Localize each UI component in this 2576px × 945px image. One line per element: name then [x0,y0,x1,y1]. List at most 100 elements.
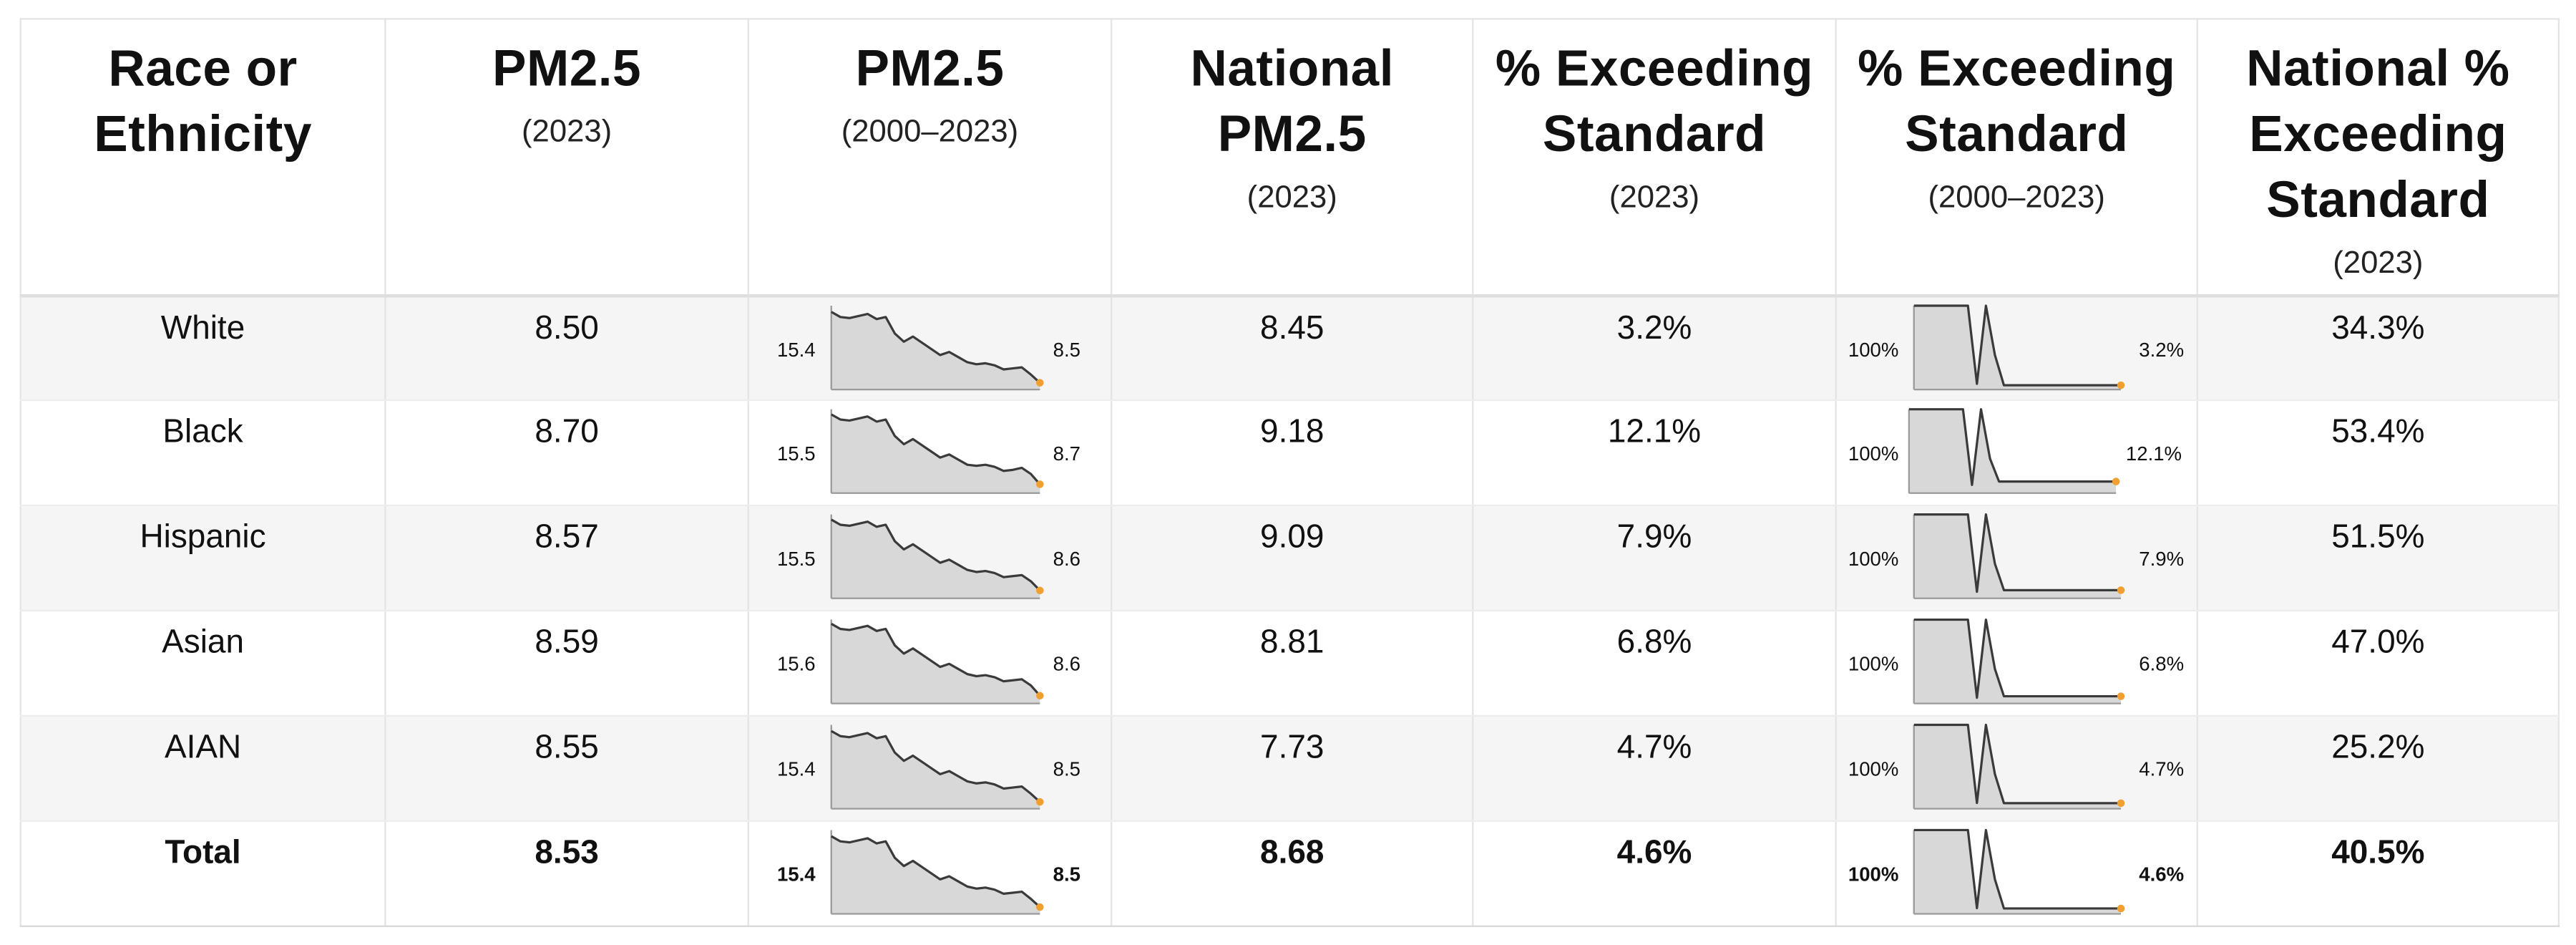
pct-exceeding-trend-end-label: 4.6% [2139,863,2185,886]
pct-exceeding-trend-start-label: 100% [1848,442,1899,465]
pct-exceeding-sparkline-line [1913,828,2122,910]
column-title-line: PM2.5 [855,39,1005,97]
pm25-sparkline [830,409,1044,494]
pm25-sparkline-end-marker [1036,480,1044,488]
pct-exceeding-sparkline-area [1913,514,2122,598]
table-header: Race or Ethnicity PM2.5 (2023) PM2.5 (2000–20… [19,18,2560,297]
pct-exceeding-trend-start-label: 100% [1848,547,1899,571]
column-header-4: National PM2.5 (2023) [1111,18,1474,297]
column-header-6: % Exceeding Standard (2000–2023) [1835,18,2198,297]
pm25-2023-cell: 8.50 [384,295,749,402]
pm25-sparkline-end-marker [1036,903,1044,911]
pm25-sparkline-end-marker [1036,378,1044,386]
pm25-2023-cell: 8.57 [384,505,749,612]
national-pm25-cell: 8.45 [1111,295,1474,402]
national-pm25-cell: 8.81 [1111,610,1474,717]
column-header-5: % Exceeding Standard (2023) [1472,18,1837,297]
pct-exceeding-sparkline [1913,618,2125,704]
pm25-trend-end-label: 8.5 [1053,337,1080,361]
pm25-trend-end-label: 8.5 [1053,757,1080,781]
column-subtitle: (2023) [2333,246,2424,281]
group-name-cell: AIAN [19,715,386,822]
pm25-sparkline-line [830,622,1041,697]
pm25-sparkline [830,514,1044,599]
pct-exceeding-sparkline-area [1913,830,2122,914]
pct-exceeding-sparkline [1913,828,2125,915]
pm25-trend-start-label: 15.5 [776,547,816,571]
column-subtitle: (2023) [1609,180,1700,215]
pct-exceeding-sparkline-area [1913,619,2122,704]
pm25-trend-cell: 15.4 8.5 [747,820,1113,927]
pm25-trend-cell: 15.6 8.6 [747,610,1113,717]
pct-exceeding-trend-start-label: 100% [1848,652,1899,676]
column-header-2: PM2.5 (2023) [384,18,749,297]
pct-exceeding-trend-cell: 100% 12.1% [1835,400,2198,507]
pct-exceeding-sparkline-end-marker [2117,586,2125,594]
pct-exceeding-sparkline-line [1913,304,2122,386]
pct-exceeding-sparkline-area [1913,304,2122,389]
national-pct-exceeding-cell: 40.5% [2196,820,2560,927]
pct-exceeding-sparkline [1908,408,2120,494]
pm25-sparkline-end-marker [1036,798,1044,806]
pm25-sparkline-area [831,836,1040,914]
pct-exceeding-trend-end-label: 12.1% [2125,442,2182,465]
column-title-line: Standard [1905,105,2129,163]
pm25-trend-start-label: 15.6 [776,652,816,676]
column-title-line: % Exceeding [1495,39,1814,97]
pct-exceeding-sparkline-end-marker [2117,380,2125,389]
column-header-7: National % Exceeding Standard (2023) [2196,18,2560,297]
table-row: Black 8.70 15.5 8.7 9.18 12.1% 100% 12.1% 53.4% [19,400,2560,507]
pm25-trend-cell: 15.5 8.6 [747,505,1113,612]
pm25-sparkline-line [830,518,1041,591]
pm25-sparkline-line [830,310,1041,383]
pm25-sparkline-area [831,731,1040,809]
pct-exceeding-sparkline-end-marker [2117,904,2125,913]
column-title-line: National [1190,39,1394,97]
table-row: AIAN 8.55 15.4 8.5 7.73 4.7% 100% 4.7% 25.2% [19,715,2560,822]
column-subtitle: (2023) [1246,180,1337,215]
column-title-line: PM2.5 [1217,105,1367,163]
national-pct-exceeding-cell: 34.3% [2196,295,2560,402]
pm25-trend-start-label: 15.4 [776,757,816,781]
table-row: Hispanic 8.57 15.5 8.6 9.09 7.9% 100% 7.9% 51.5% [19,505,2560,612]
pm25-2023-cell: 8.53 [384,820,749,927]
pm25-trend-start-label: 15.4 [776,337,816,361]
pct-exceeding-trend-end-label: 4.7% [2139,757,2185,781]
pct-exceeding-2023-cell: 4.6% [1472,820,1837,927]
column-subtitle: (2000–2023) [1928,180,2105,215]
pm25-trend-cell: 15.4 8.5 [747,715,1113,822]
pct-exceeding-sparkline-area [1913,724,2122,809]
pct-exceeding-2023-cell: 6.8% [1472,610,1837,717]
pm25-sparkline-end-marker [1036,586,1044,595]
pm25-2023-cell: 8.70 [384,400,749,507]
pm25-sparkline-area [831,519,1040,598]
national-pct-exceeding-cell: 51.5% [2196,505,2560,612]
pct-exceeding-trend-cell: 100% 6.8% [1835,610,2198,717]
pct-exceeding-sparkline-line [1913,618,2122,699]
column-header-1: Race or Ethnicity [19,18,386,297]
pct-exceeding-sparkline-end-marker [2117,799,2125,808]
pm25-sparkline-area [831,414,1040,493]
pm25-trend-start-label: 15.4 [776,863,816,886]
column-subtitle: (2023) [522,115,613,150]
pm25-sparkline-line [830,730,1041,803]
pct-exceeding-trend-start-label: 100% [1848,863,1899,886]
pct-exceeding-sparkline [1913,304,2125,390]
national-pct-exceeding-cell: 47.0% [2196,610,2560,717]
total-row: Total 8.53 15.4 8.5 8.68 4.6% 100% 4.6% 40.5% [19,820,2560,927]
pct-exceeding-trend-cell: 100% 3.2% [1835,295,2198,402]
pm25-sparkline [830,304,1044,390]
pm25-sparkline-end-marker [1036,692,1044,700]
pct-exceeding-trend-end-label: 3.2% [2139,337,2185,361]
pct-exceeding-2023-cell: 4.7% [1472,715,1837,822]
column-title-line: Standard [2266,170,2490,229]
pct-exceeding-sparkline-line [1913,723,2122,805]
pm25-sparkline-line [830,413,1041,485]
column-title-line: PM2.5 [492,39,642,97]
pct-exceeding-2023-cell: 7.9% [1472,505,1837,612]
pm25-2023-cell: 8.55 [384,715,749,822]
pm25-sparkline [830,724,1044,810]
column-title-line: Exceeding [2249,105,2507,163]
pct-exceeding-sparkline-end-marker [2112,478,2120,485]
